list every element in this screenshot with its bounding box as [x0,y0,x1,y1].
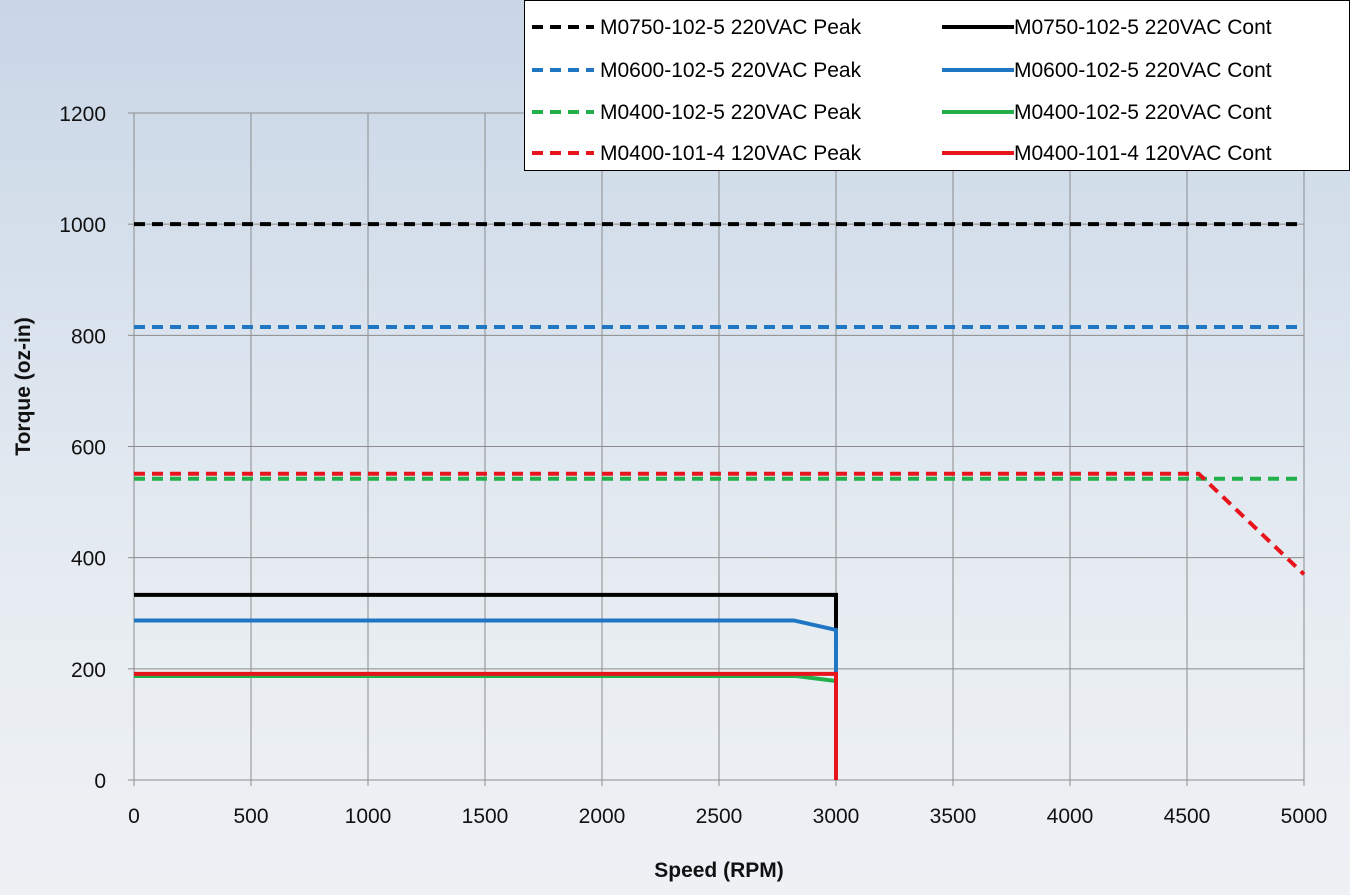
series-line-7 [134,671,838,780]
legend-label: M0400-101-4 120VAC Peak [600,142,862,165]
legend: M0750-102-5 220VAC Peak M0750-102-5 220VA… [524,0,1350,171]
legend-label: M0600-102-5 220VAC Peak [600,59,862,82]
legend-label: M0400-101-4 120VAC Cont [1014,142,1272,165]
x-axis-title: Speed (RPM) [654,859,784,882]
x-tick-label: 3500 [930,805,977,828]
y-tick-label: 200 [71,659,106,682]
x-tick-label: 1000 [345,805,392,828]
y-tick-label: 1000 [59,214,106,237]
y-tick-label: 1200 [59,103,106,126]
x-tick-label: 0 [128,805,140,828]
legend-label: M0750-102-5 220VAC Cont [1014,16,1272,39]
legend-label: M0400-102-5 220VAC Peak [600,101,862,124]
y-axis-title: Torque (oz-in) [12,317,35,455]
legend-label: M0600-102-5 220VAC Cont [1014,59,1272,82]
x-tick-label: 2500 [696,805,743,828]
legend-label: M0750-102-5 220VAC Peak [600,16,862,39]
x-tick-label: 1500 [462,805,509,828]
x-tick-label: 2000 [579,805,626,828]
x-tick-label: 4500 [1164,805,1211,828]
series-lines [134,222,1306,780]
x-tick-label: 4000 [1047,805,1094,828]
series-line-6 [134,471,1306,576]
legend-box [524,0,1350,171]
legend-label: M0400-102-5 220VAC Cont [1014,101,1272,124]
grid [133,112,1305,781]
y-tick-label: 0 [94,770,106,793]
x-tick-label: 3000 [813,805,860,828]
y-tick-label: 800 [71,325,106,348]
y-tick-label: 400 [71,548,106,571]
y-tick-label: 600 [71,437,106,460]
axes: 0 500 1000 1500 2000 2500 3000 3500 4000 4500 5000… [59,103,1327,828]
x-tick-label: 500 [233,805,268,828]
x-tick-label: 5000 [1281,805,1328,828]
